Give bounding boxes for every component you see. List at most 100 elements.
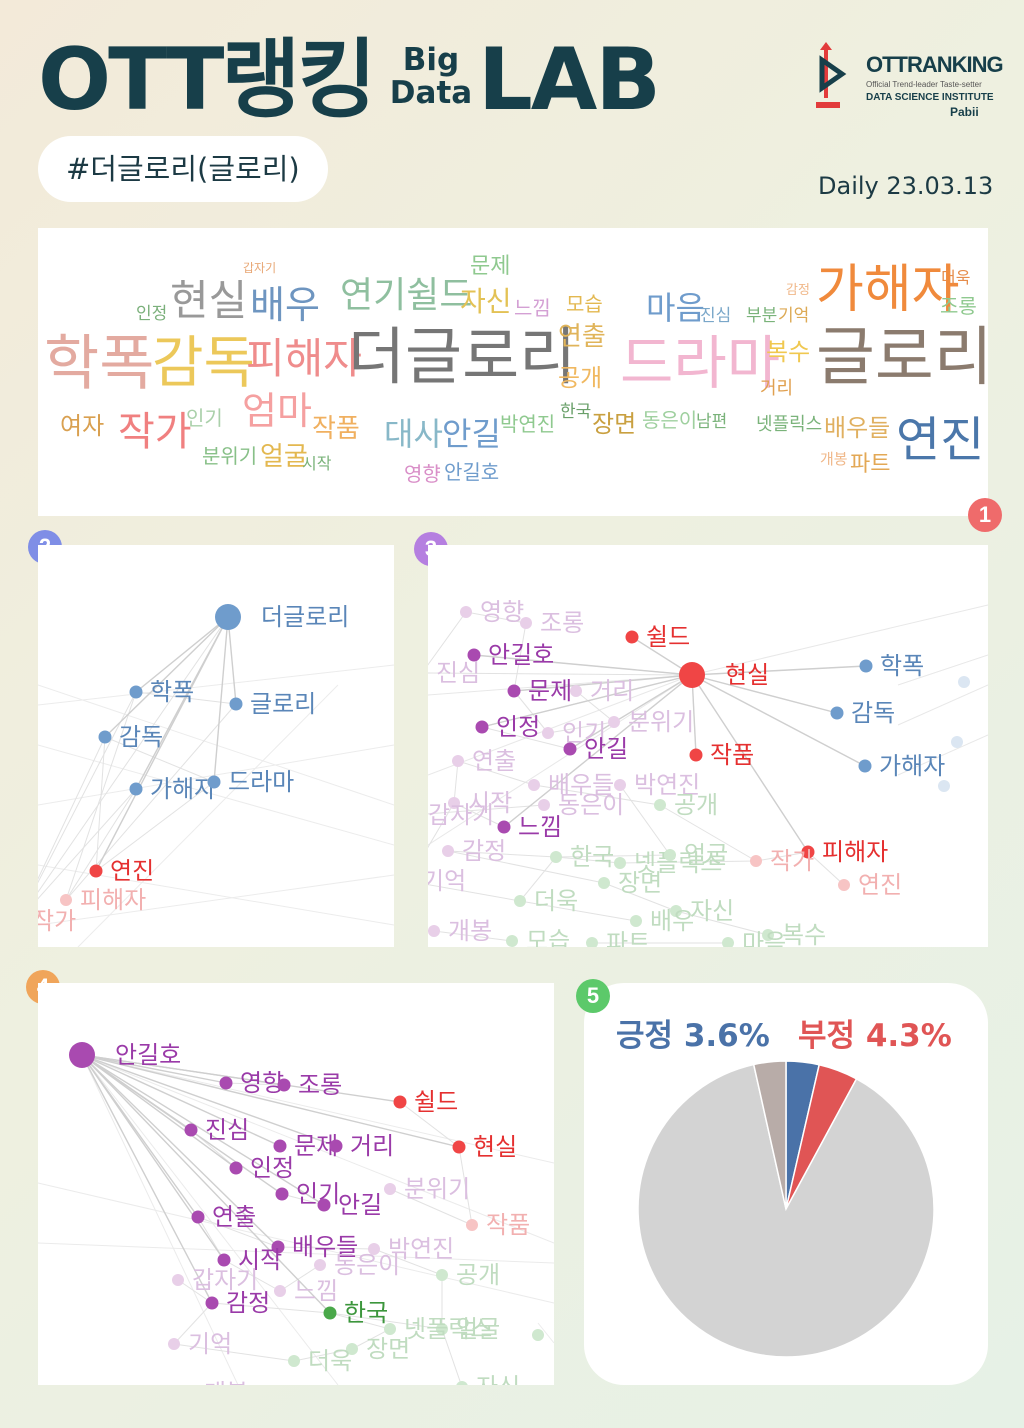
- node-dot: [442, 845, 454, 857]
- cloud-word: 기억: [778, 306, 810, 326]
- node-label: 장면: [618, 869, 662, 897]
- cloud-word: 느낌: [514, 296, 551, 320]
- node-label: 기억: [188, 1330, 232, 1358]
- cloud-word: 연진: [896, 412, 985, 468]
- hashtag-pill: #더글로리(글로리): [38, 136, 328, 202]
- node-label: 연출: [472, 747, 516, 775]
- network-panel-4: 안길호 영향 조롱 쉴드 진심 문제 거리 현실 인정 인기 안길 분위기 연출 작품 배우들 박연진 시작 동은…: [38, 983, 554, 1385]
- cloud-word: 피해자: [246, 334, 362, 383]
- node-label: 쉴드: [646, 623, 690, 651]
- node-dot: [550, 851, 562, 863]
- node-dot: [456, 1381, 468, 1385]
- cloud-word: 부분: [746, 306, 778, 326]
- node-dot: [89, 864, 103, 878]
- cloud-word: 자신: [460, 285, 512, 318]
- node-dot: [448, 797, 460, 809]
- cloud-word: 감독: [152, 331, 256, 396]
- negative-label: 부정 4.3%: [798, 1018, 952, 1054]
- node-label: 작품: [486, 1211, 530, 1239]
- node-label: 기억: [428, 867, 466, 895]
- node-label: 글로리: [250, 690, 316, 718]
- bigdata-label: Big Data: [386, 44, 476, 110]
- logo-tagline: Official Trend-leader Taste-setter: [866, 80, 982, 89]
- node-dot: [938, 780, 950, 792]
- node-label: 학폭: [150, 678, 194, 706]
- node-dot: [436, 1269, 448, 1281]
- node-dot: [563, 742, 577, 756]
- cloud-word: 동은이: [642, 408, 698, 432]
- node-dot: [317, 1198, 331, 1212]
- node-label: 연출: [212, 1203, 256, 1231]
- node-label: 감정: [226, 1289, 270, 1317]
- node-dot: [670, 905, 682, 917]
- node-label: 자신: [690, 897, 734, 925]
- node-dot: [69, 1042, 95, 1068]
- positive-label: 긍정 3.6%: [616, 1018, 770, 1054]
- cloud-word: 더욱: [941, 268, 971, 287]
- cloud-word: 현실: [170, 276, 248, 325]
- node-dot: [129, 685, 143, 699]
- node-dot: [452, 755, 464, 767]
- node-dot: [598, 877, 610, 889]
- cloud-word: 넷플릭스: [756, 414, 823, 435]
- node-label: 더글로리: [261, 603, 349, 631]
- node-label: 박연진: [388, 1235, 454, 1263]
- node-dot: [205, 1296, 219, 1310]
- node-dot: [475, 720, 489, 734]
- cloud-word: 엄마: [242, 389, 312, 433]
- node-dot: [951, 736, 963, 748]
- node-dot: [679, 662, 705, 688]
- node-label: 안길: [338, 1191, 382, 1219]
- node-label: 영향: [480, 598, 524, 626]
- node-label: 현실: [473, 1133, 517, 1161]
- pie-slice: [637, 1063, 935, 1358]
- cloud-word: 장면: [592, 410, 637, 438]
- node-label: 문제: [528, 677, 572, 705]
- cloud-word: 인기: [186, 406, 223, 430]
- node-label: 복수: [782, 921, 826, 947]
- node-dot: [467, 648, 481, 662]
- cloud-word: 조롱: [940, 294, 977, 318]
- node-dot: [271, 1240, 285, 1254]
- cloud-word: 갑자기: [243, 261, 277, 275]
- node-label: 진심: [205, 1116, 249, 1144]
- node-dot: [329, 1139, 343, 1153]
- node-label: 배우들: [292, 1233, 358, 1261]
- cloud-word: 안길: [442, 415, 501, 453]
- node-dot: [384, 1323, 396, 1335]
- node-label: 공개: [456, 1261, 500, 1289]
- node-dot: [507, 684, 521, 698]
- cloud-word: 드라마: [620, 329, 781, 397]
- node-dot: [277, 1078, 291, 1092]
- node-dot: [346, 1343, 358, 1355]
- node-dot: [275, 1187, 289, 1201]
- node-label: 피해자: [80, 886, 146, 914]
- node-dot: [838, 879, 850, 891]
- node-label: 동은이: [558, 791, 624, 819]
- node-dot: [436, 1323, 448, 1335]
- node-dot: [497, 820, 511, 834]
- node-label: 공개: [674, 791, 718, 819]
- node-dot: [528, 779, 540, 791]
- logo-institute: DATA SCIENCE INSTITUTE: [866, 92, 994, 103]
- node-label: 갑자기: [428, 801, 494, 829]
- node-label: 동은이: [334, 1251, 400, 1279]
- node-label: 인기: [562, 719, 606, 747]
- node-label: 분위기: [628, 708, 694, 736]
- cloud-word: 대사: [384, 415, 443, 453]
- cloud-word: 학폭: [44, 329, 155, 399]
- node-label: 얼굴: [684, 841, 728, 869]
- node-dot: [542, 727, 554, 739]
- node-dot: [172, 1274, 184, 1286]
- node-label: 자신: [476, 1373, 520, 1385]
- node-dot: [506, 935, 518, 947]
- data-label: Data: [389, 75, 473, 111]
- node-dot: [520, 617, 532, 629]
- cloud-word: 연출: [558, 322, 606, 352]
- ottranking-logo: [816, 42, 847, 108]
- cloud-word: 글로리: [816, 321, 988, 395]
- node-label: 느낌: [294, 1277, 338, 1305]
- date-label: Daily 23.03.13: [818, 172, 994, 200]
- page-title: OTT랭킹: [38, 30, 377, 130]
